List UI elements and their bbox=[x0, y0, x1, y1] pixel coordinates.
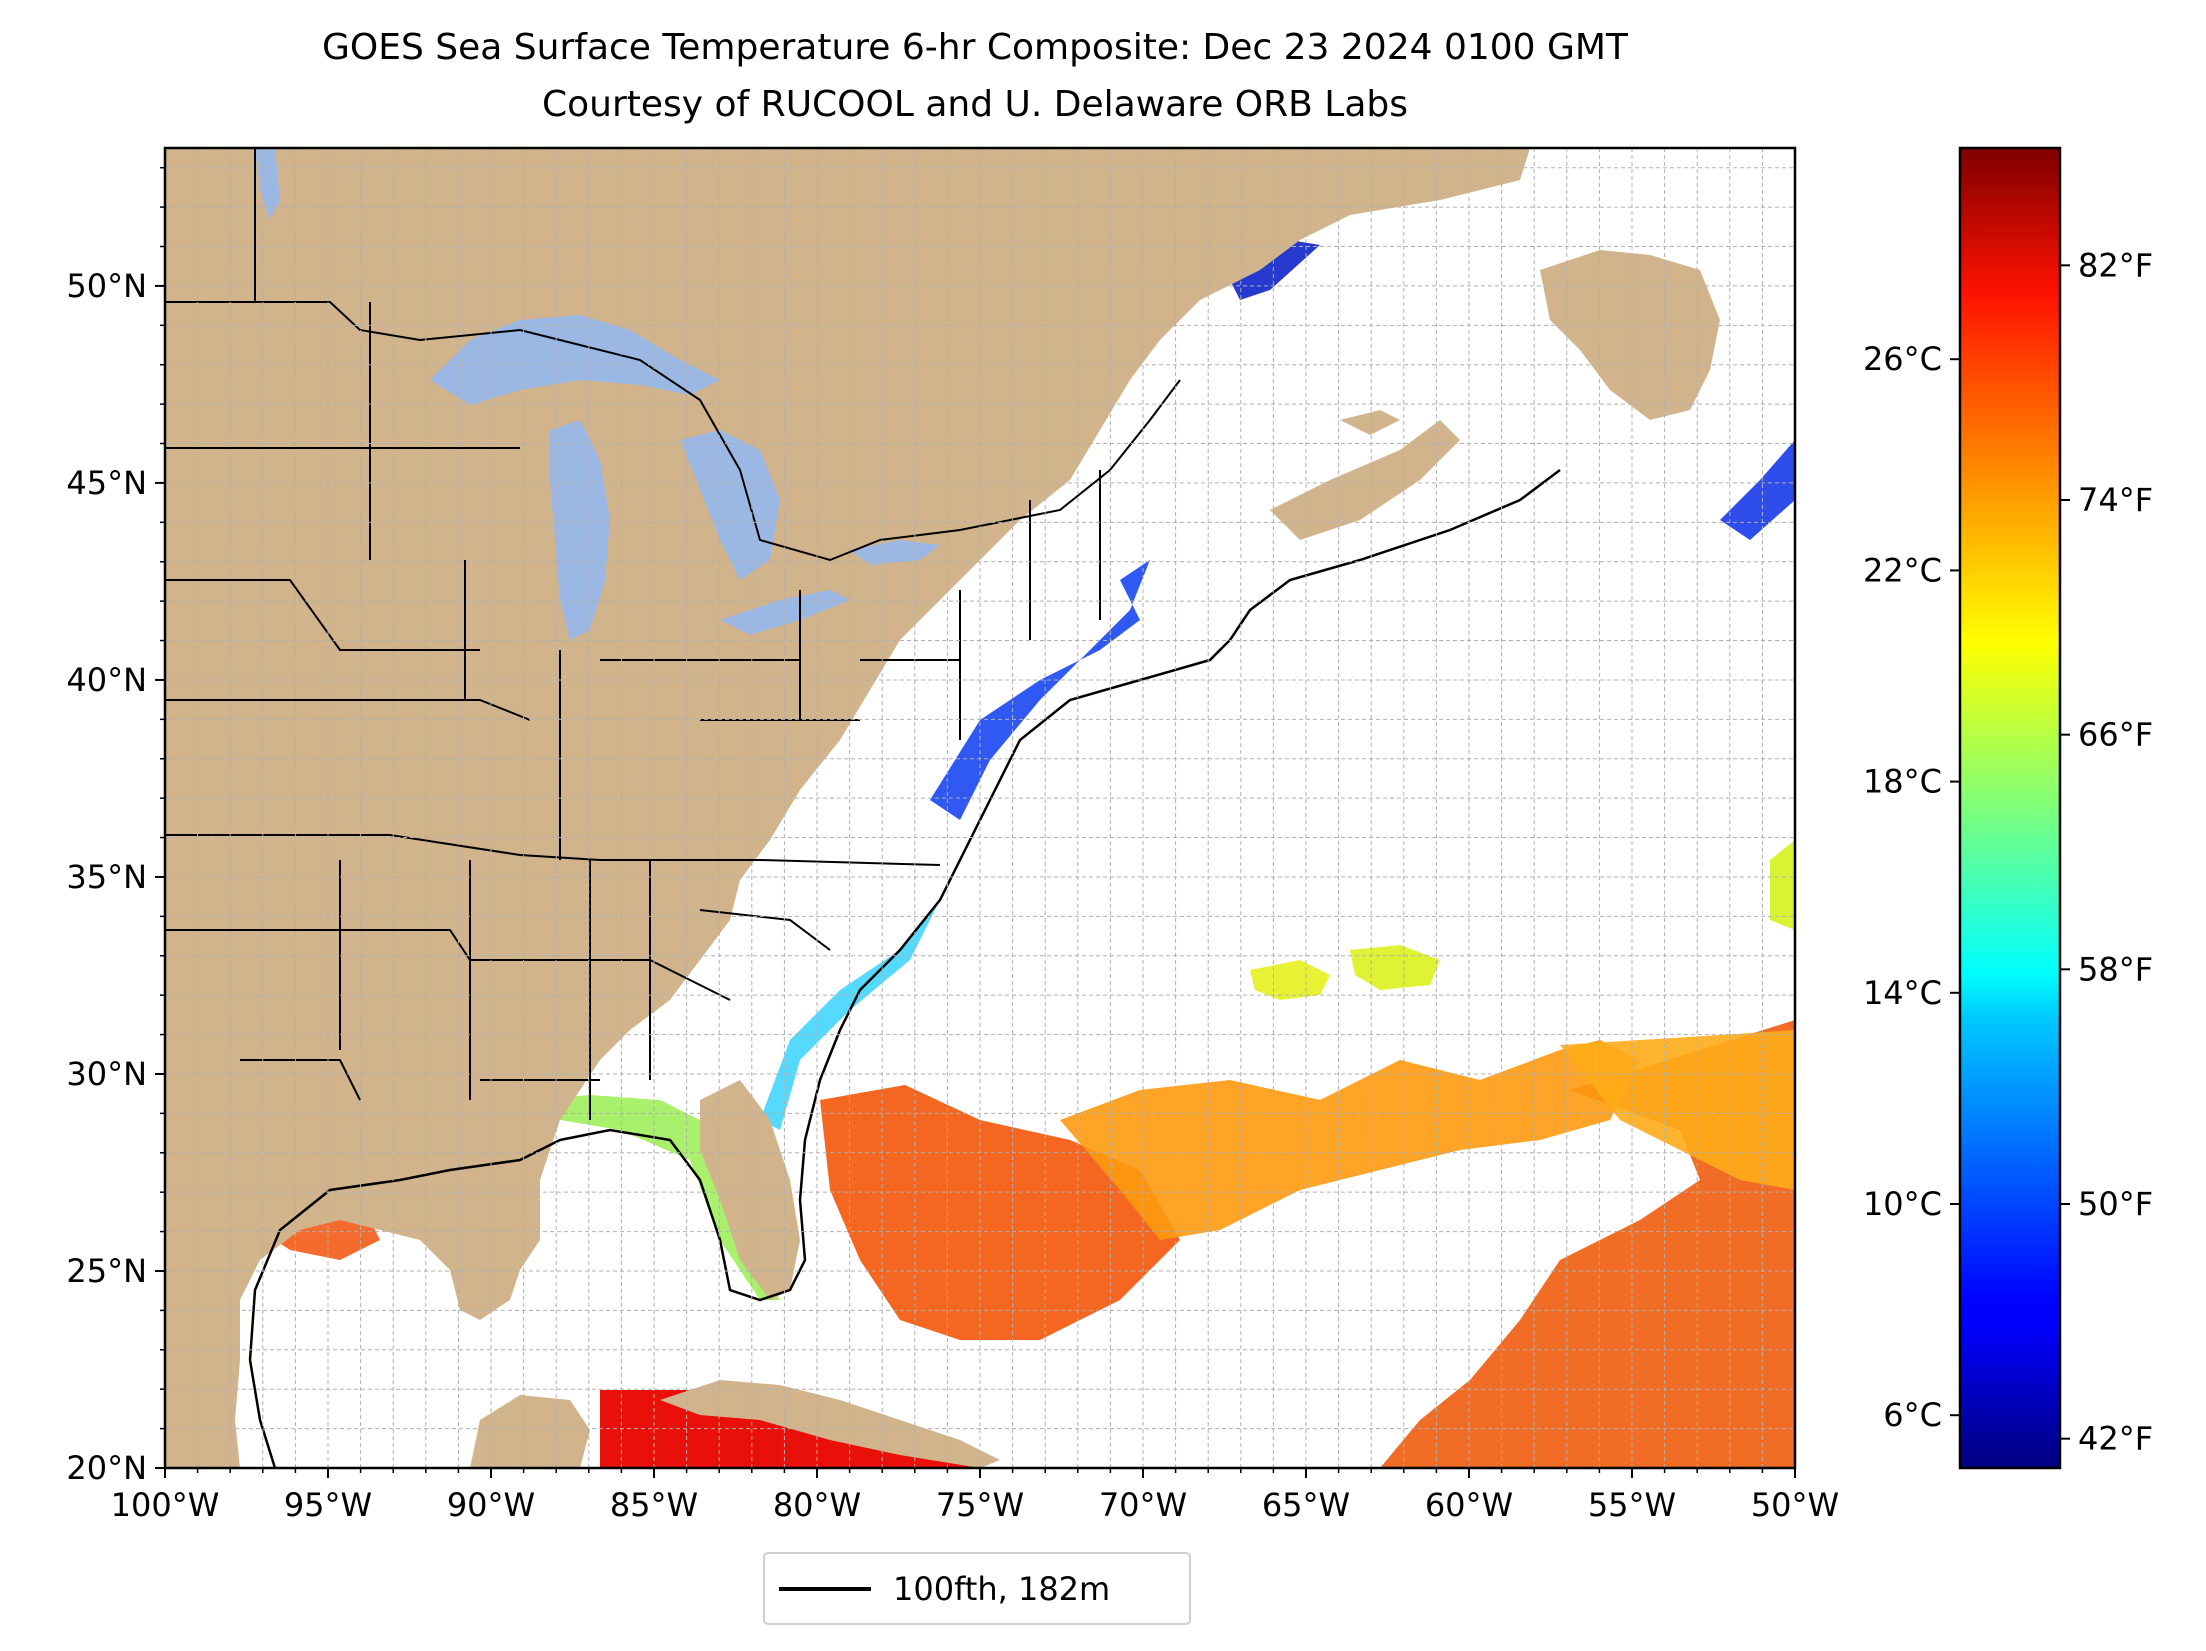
land-florida bbox=[700, 1080, 800, 1300]
fahrenheit-tick-label: 74°F bbox=[2078, 481, 2153, 519]
sst-sargasso-orange bbox=[1560, 1030, 1795, 1190]
lat-tick-label: 40°N bbox=[66, 661, 147, 699]
map-legend: 100fth, 182m bbox=[763, 1552, 1191, 1625]
map-title: GOES Sea Surface Temperature 6-hr Compos… bbox=[322, 27, 1628, 68]
land-nova-scotia bbox=[1270, 420, 1460, 540]
border-states-1 bbox=[165, 447, 941, 866]
lake-michigan bbox=[550, 420, 610, 640]
lon-tick-label: 85°W bbox=[610, 1486, 698, 1524]
celsius-tick-label: 14°C bbox=[1863, 974, 1942, 1012]
celsius-tick-label: 10°C bbox=[1863, 1185, 1942, 1223]
lon-tick-label: 80°W bbox=[773, 1486, 861, 1524]
celsius-tick-label: 26°C bbox=[1863, 340, 1942, 378]
lon-tick-label: 100°W bbox=[111, 1486, 220, 1524]
lat-tick-label: 45°N bbox=[66, 464, 147, 502]
lon-tick-label: 95°W bbox=[284, 1486, 372, 1524]
lon-tick-label: 50°W bbox=[1751, 1486, 1839, 1524]
lon-tick-label: 65°W bbox=[1262, 1486, 1350, 1524]
land-yucatan bbox=[470, 1395, 590, 1468]
sst-east-yellow bbox=[1770, 840, 1795, 930]
lat-tick-label: 25°N bbox=[66, 1252, 147, 1290]
map-gridlines bbox=[165, 148, 1795, 1468]
lake-huron bbox=[680, 430, 780, 580]
fahrenheit-tick-label: 82°F bbox=[2078, 246, 2153, 284]
celsius-tick-label: 18°C bbox=[1863, 763, 1942, 801]
sst-yellow-patch bbox=[1250, 960, 1330, 1000]
lat-tick-label: 20°N bbox=[66, 1449, 147, 1487]
colorbar: 6°C 10°C 14°C 18°C 22°C 26°C 42°F 50°F 58°F 66°F 7… bbox=[1863, 146, 2153, 1470]
land-newfoundland bbox=[1540, 250, 1720, 420]
fahrenheit-tick-label: 66°F bbox=[2078, 716, 2153, 754]
celsius-tick-label: 6°C bbox=[1883, 1396, 1942, 1434]
colorbar-gradient bbox=[1958, 146, 2062, 1470]
lakes-layer bbox=[255, 148, 940, 640]
sst-ne-coast-blue bbox=[930, 560, 1150, 820]
lat-tick-label: 30°N bbox=[66, 1055, 147, 1093]
lake-ontario bbox=[850, 540, 940, 565]
land-pei bbox=[1340, 410, 1400, 435]
lat-tick-label: 50°N bbox=[66, 267, 147, 305]
lon-tick-label: 70°W bbox=[1099, 1486, 1187, 1524]
legend-label: 100fth, 182m bbox=[893, 1569, 1111, 1608]
celsius-tick-label: 22°C bbox=[1863, 551, 1942, 589]
border-states-2 bbox=[254, 148, 651, 1120]
lon-tick-label: 55°W bbox=[1588, 1486, 1676, 1524]
sst-newfoundland-east bbox=[1720, 440, 1795, 540]
lat-tick-label: 35°N bbox=[66, 858, 147, 896]
border-states-3 bbox=[165, 909, 831, 1101]
border-us-canada bbox=[165, 301, 1181, 562]
fahrenheit-tick-label: 50°F bbox=[2078, 1185, 2153, 1223]
lon-tick-label: 60°W bbox=[1425, 1486, 1513, 1524]
lon-tick-label: 90°W bbox=[447, 1486, 535, 1524]
lon-tick-label: 75°W bbox=[936, 1486, 1024, 1524]
map-axis-ticks: 100°W 95°W 90°W 85°W 80°W 75°W 70°W 65°W 60°W 55°… bbox=[66, 166, 1839, 1524]
sst-gulf-st-lawrence bbox=[1230, 240, 1320, 300]
border-lines bbox=[165, 148, 1181, 1120]
fahrenheit-tick-label: 58°F bbox=[2078, 950, 2153, 988]
isobath-100-fathom bbox=[248, 469, 1561, 1468]
lake-winnipeg-fragment bbox=[255, 148, 280, 220]
sst-atlantic-orange-band bbox=[1060, 1040, 1640, 1240]
land-layer bbox=[165, 148, 1720, 1468]
land-north-america bbox=[165, 148, 1530, 1468]
legend-isobath-line bbox=[779, 1586, 871, 1591]
colorbar-ticks: 6°C 10°C 14°C 18°C 22°C 26°C 42°F 50°F 58°F 66°F 7… bbox=[1863, 246, 2153, 1457]
fahrenheit-tick-label: 42°F bbox=[2078, 1420, 2153, 1458]
lake-superior bbox=[430, 315, 720, 405]
border-states-4 bbox=[600, 470, 1101, 740]
map-subtitle: Courtesy of RUCOOL and U. Delaware ORB L… bbox=[541, 84, 1409, 125]
